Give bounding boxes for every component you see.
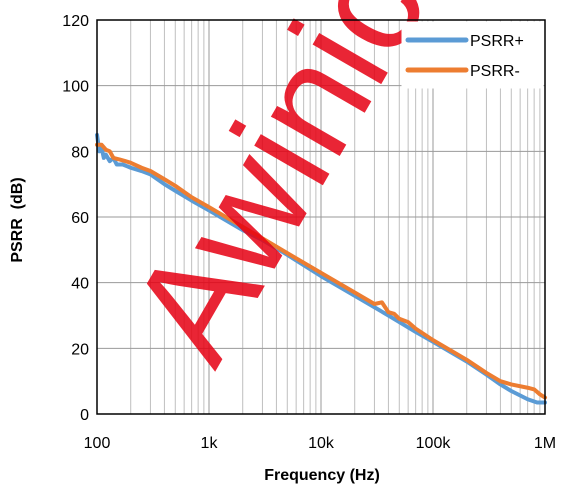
x-tick-label: 10k bbox=[308, 435, 335, 452]
plot-frame bbox=[96, 19, 546, 415]
legend: PSRR+ PSRR- bbox=[401, 21, 544, 89]
x-tick-label: 100k bbox=[416, 435, 452, 452]
y-tick-label: 100 bbox=[62, 79, 89, 96]
y-tick-label: 60 bbox=[71, 210, 89, 227]
y-axis-title: PSRR (dB) bbox=[9, 177, 26, 262]
y-tick-label: 80 bbox=[71, 144, 89, 161]
y-tick-label: 120 bbox=[62, 13, 89, 30]
y-tick-label: 20 bbox=[71, 341, 89, 358]
series-lines bbox=[95, 132, 547, 405]
x-tick-labels: 100 1k 10k 100k 1M bbox=[84, 435, 556, 452]
x-tick-label: 100 bbox=[84, 435, 111, 452]
y-tick-label: 0 bbox=[80, 407, 89, 424]
x-tick-label: 1M bbox=[534, 435, 556, 452]
legend-label-psrr-minusplus: PSRR+ bbox=[470, 33, 524, 50]
y-tick-label: 40 bbox=[71, 276, 89, 293]
legend-label-psrr-minus: PSRR- bbox=[470, 63, 520, 80]
series-line-psrr-minus bbox=[95, 142, 547, 400]
x-axis-title: Frequency (Hz) bbox=[264, 467, 380, 484]
y-tick-labels: 0 20 40 60 80 100 120 bbox=[62, 13, 89, 424]
plot-border bbox=[96, 19, 546, 415]
legend-box bbox=[401, 21, 544, 89]
x-tick-label: 1k bbox=[201, 435, 219, 452]
